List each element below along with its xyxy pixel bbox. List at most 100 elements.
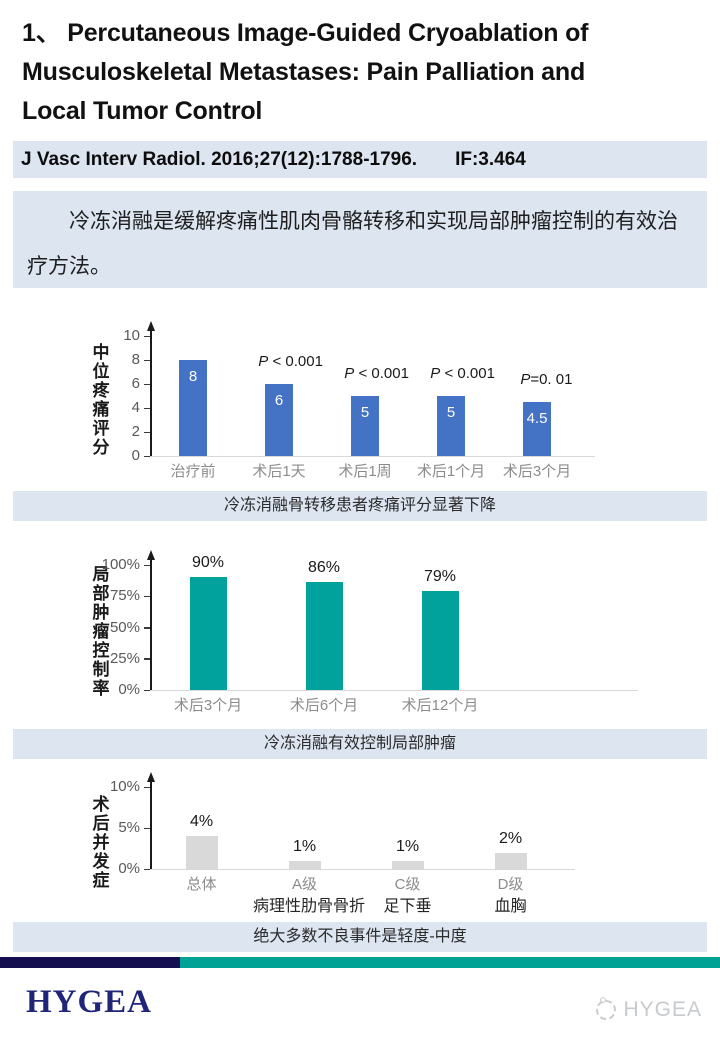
bar-cell: 4.5 P=0. 01 [494,336,580,456]
x-axis-labels: 术后3个月 术后6个月 术后12个月 [150,697,638,715]
x-axis-category: 术后6个月 [266,697,382,715]
category-label: 术后12个月 [401,697,479,714]
bar-value-label: 1% [292,838,317,855]
y-axis-line [150,781,152,869]
bar-cell: 86% [266,559,382,690]
y-axis-line [150,559,152,690]
category-sublabel: 足下垂 [383,898,432,915]
slide: 1、 Percutaneous Image-Guided Cryoablatio… [0,14,720,1054]
title-line-1: 1、 Percutaneous Image-Guided Cryoablatio… [22,19,589,47]
bar-value-label: 5 [360,404,370,421]
y-axis-title: 术后并发症 [92,795,110,890]
page-title: 1、 Percutaneous Image-Guided Cryoablatio… [22,14,696,131]
watermark-emblem-icon [596,997,617,1020]
category-label: D级 [497,876,524,893]
y-tick-label: 25% [109,649,140,667]
y-tick-mark [144,359,150,361]
y-axis-arrow-icon [146,772,155,782]
y-tick-mark [144,431,150,433]
x-axis-labels: 治疗前 术后1天 术后1周 术后1个月 术后3个月 [150,463,595,481]
bar-cell: 90% [150,554,266,690]
bar: 86% [305,559,343,690]
bar-value-label: 79% [423,568,457,585]
y-tick-mark [144,595,150,598]
plot-area: 8 6 P < 0.001 5 P < 0.001 5 P < 0.001 4.5 P=0. 0… [123,321,595,464]
bar-value-label: 4% [189,813,214,830]
x-axis-labels: 总体 A级 病理性肋骨骨折 C级 足下垂 D级血胸 [150,876,575,916]
y-tick-mark [144,407,150,409]
bar: 4% [185,813,218,869]
bar-value-label: 86% [307,559,341,576]
y-tick-mark [144,564,150,566]
bar-cell: 1% [356,787,459,869]
category-label: 治疗前 [170,463,216,480]
bar-cell: 6 P < 0.001 [236,336,323,456]
bar-value-label: 5 [446,404,456,421]
y-tick-label: 0 [131,447,140,464]
watermark: HYGEA [596,997,702,1022]
y-tick-mark [144,868,150,870]
bar-value-label: 4.5 [526,410,548,427]
y-tick-mark [144,383,150,385]
x-axis-category: A级 病理性肋骨骨折 [253,876,366,916]
y-tick-label: 10 [123,327,140,344]
y-axis-line [150,330,152,456]
title-line-3: Local Tumor Control [22,97,263,125]
bars-container: 4% 1% 1% 2% [150,787,562,869]
category-sublabel: 病理性肋骨骨折 [253,898,366,915]
x-axis-category: 术后1天 [236,463,322,481]
y-tick-label: 50% [109,618,140,636]
y-tick-label: 10% [109,778,140,795]
bar: 1% [288,838,321,869]
p-value-label: P < 0.001 [258,353,323,370]
bar-cell: 1% [253,787,356,869]
y-tick-label: 6 [131,375,140,392]
y-tick-label: 100% [101,556,140,573]
plot-wrap: 4% 1% 1% 2% 0% 5% 10% 总体 A级 病理性肋骨骨折 C级 足下垂 D级 血胸 [110,769,575,916]
bar-cell: 79% [382,565,498,690]
x-axis-category: C级 足下垂 [356,876,459,916]
bar-value-label: 90% [191,554,225,571]
bar: 4.5 P=0. 01 [520,371,572,456]
p-value-label: P < 0.001 [430,365,495,382]
category-label: 术后1个月 [416,463,486,480]
bar-cell: 5 P < 0.001 [408,336,495,456]
x-axis-category: 术后3个月 [494,463,580,481]
y-tick-mark [144,827,150,829]
divider-teal-segment [180,957,720,968]
category-label: 术后6个月 [289,697,359,714]
bar-cell: 5 P < 0.001 [322,336,409,456]
bar: 5 P < 0.001 [430,365,495,456]
x-axis-category: 术后3个月 [150,697,266,715]
x-axis-category: 术后12个月 [382,697,498,715]
bar-value-label: 8 [188,368,198,385]
bar: 2% [494,830,527,869]
journal-citation: J Vasc Interv Radiol. 2016;27(12):1788-1… [21,148,418,170]
y-axis-arrow-icon [146,321,155,331]
y-tick-label: 0% [118,860,140,877]
x-axis-line [150,455,595,457]
y-tick-label: 2 [131,423,140,440]
complications-chart: 术后并发症 4% 1% 1% 2% 0% 5% 10% 总体 A级 病理性肋骨骨折 C级 足下垂 D… [0,769,720,916]
y-tick-mark [144,627,150,629]
bar: 5 P < 0.001 [344,365,409,456]
plot-area: 90% 86% 79% 0% 25% 50% 75% 100% [102,550,638,698]
tumor-control-chart: 局部肿瘤控制率 90% 86% 79% 0% 25% 50% 75% 100% 术后3个月术… [0,547,720,715]
y-axis-title: 局部肿瘤控制率 [92,564,110,698]
y-axis-title: 中位疼痛评分 [92,342,110,457]
journal-reference-bar: J Vasc Interv Radiol. 2016;27(12):1788-1… [13,141,707,178]
summary-text: 冷冻消融是缓解疼痛性肌肉骨骼转移和实现局部肿瘤控制的有效治疗方法。 [27,210,678,278]
chart-caption-complications: 绝大多数不良事件是轻度-中度 [13,922,707,952]
category-sublabel: 血胸 [494,898,527,915]
bar-cell: 4% [150,787,253,869]
bars-container: 90% 86% 79% [150,554,498,690]
p-value-label: P < 0.001 [344,365,409,382]
category-label: 术后1周 [338,463,392,480]
impact-factor: IF:3.464 [455,148,526,170]
footer-divider [0,957,720,968]
x-axis-category: 术后1个月 [408,463,494,481]
category-label: 总体 [186,876,217,893]
y-tick-label: 0% [118,681,140,698]
title-line-2: Musculoskeletal Metastases: Pain Palliat… [22,58,586,86]
bar: 79% [421,568,459,690]
